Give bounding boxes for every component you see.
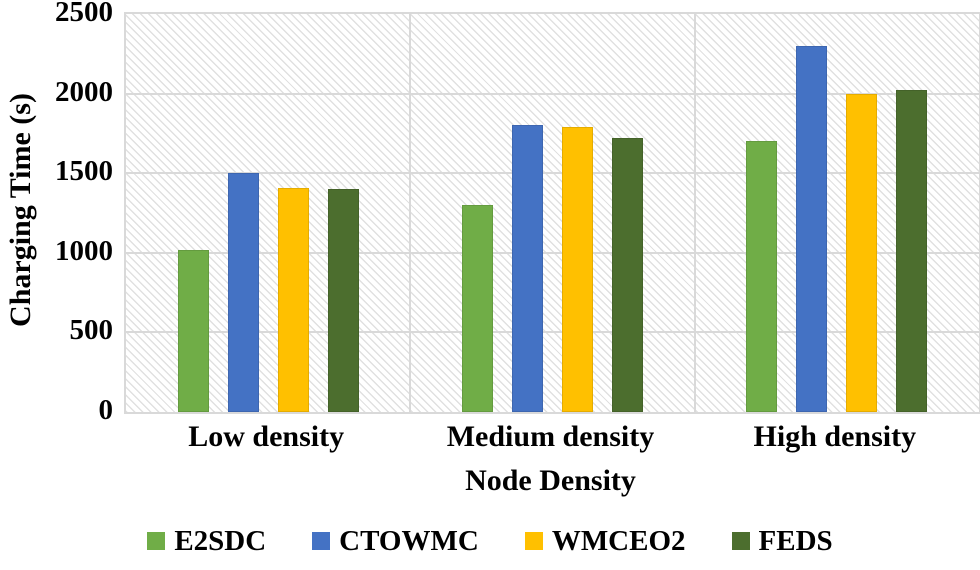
bar-wmceo2: [561, 127, 593, 412]
y-tick-label: 2500: [55, 0, 113, 28]
bar-wmceo2: [277, 187, 309, 412]
y-tick-label: 1500: [55, 155, 113, 188]
bar-e2sdc: [177, 249, 209, 412]
bar-ctowmc: [227, 173, 259, 412]
plot-area: [124, 12, 980, 414]
gridline-horizontal: [126, 172, 979, 175]
legend-label: FEDS: [758, 525, 833, 557]
legend-label: WMCEO2: [551, 525, 686, 557]
legend-item-feds: FEDS: [731, 524, 833, 558]
x-category-label: Medium density: [446, 420, 655, 453]
legend-label: E2SDC: [174, 525, 267, 557]
legend-label: CTOWMC: [339, 525, 479, 557]
bar-wmceo2: [846, 93, 878, 412]
gridline-vertical: [693, 14, 696, 412]
legend-item-ctowmc: CTOWMC: [312, 524, 479, 558]
x-axis: Low density Medium density High density: [124, 420, 977, 454]
category-panel-medium-density: [410, 14, 694, 412]
bar-ctowmc: [796, 45, 828, 412]
y-tick-label: 0: [98, 394, 114, 426]
legend-item-e2sdc: E2SDC: [147, 524, 266, 558]
gridline-vertical: [409, 14, 412, 412]
legend-swatch-icon: [731, 532, 750, 550]
bar-feds: [896, 90, 928, 412]
y-tick-label: 500: [69, 314, 114, 347]
gridline-horizontal: [126, 92, 979, 95]
x-category-label: Low density: [188, 420, 345, 453]
bar-e2sdc: [461, 205, 493, 412]
x-category-label: High density: [753, 420, 917, 453]
legend-swatch-icon: [147, 532, 166, 550]
category-panel-low-density: [126, 14, 410, 412]
y-tick-label: 2000: [55, 75, 113, 108]
bar-e2sdc: [746, 141, 778, 412]
legend-swatch-icon: [312, 532, 331, 550]
category-panel-high-density: [695, 14, 979, 412]
x-axis-title: Node Density: [465, 464, 636, 497]
legend: E2SDC CTOWMC WMCEO2 FEDS: [0, 524, 980, 558]
legend-item-wmceo2: WMCEO2: [524, 524, 686, 558]
legend-swatch-icon: [524, 532, 543, 550]
y-tick-label: 1000: [55, 234, 113, 267]
gridline-horizontal: [126, 251, 979, 254]
gridline-horizontal: [126, 331, 979, 334]
bar-ctowmc: [511, 125, 543, 412]
bar-feds: [327, 189, 359, 412]
y-axis: 0 500 1000 1500 2000 2500: [0, 0, 114, 425]
bar-feds: [611, 138, 643, 412]
